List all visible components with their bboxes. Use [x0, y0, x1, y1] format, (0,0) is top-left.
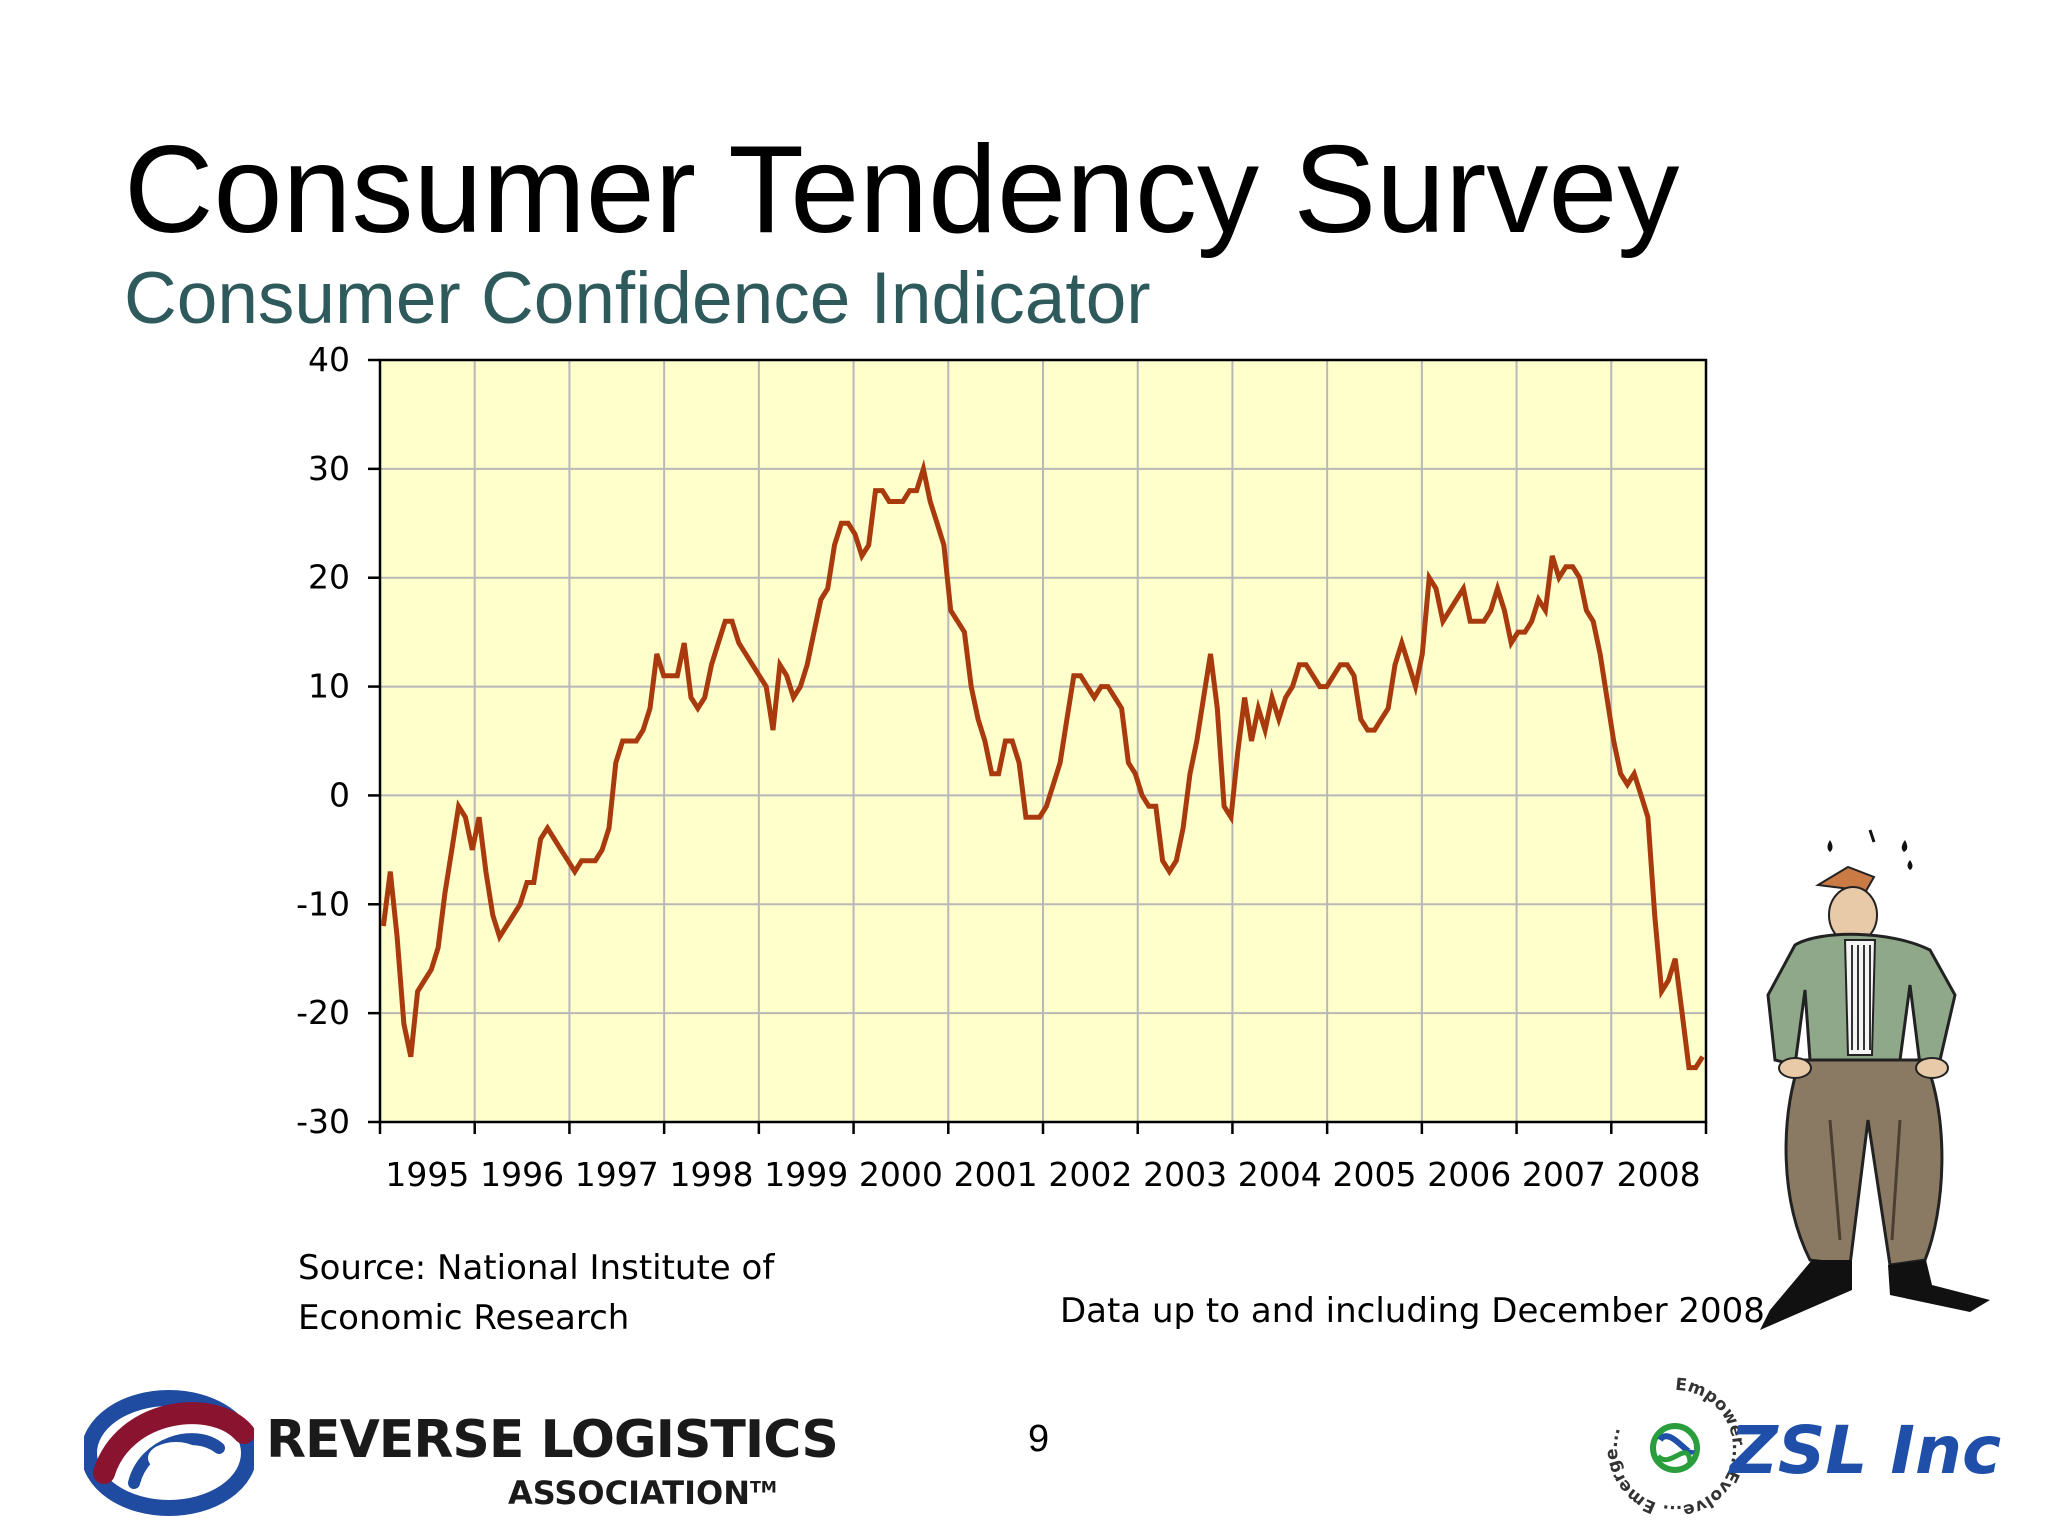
zsl-logo-ring: Empower... Evolve... Emerge...	[1602, 1375, 1748, 1521]
source-note: Source: National Institute of Economic R…	[298, 1243, 774, 1343]
x-tick-label: 2000	[859, 1155, 943, 1194]
y-tick-label: -20	[296, 993, 350, 1032]
data-coverage-note: Data up to and including December 2008	[1060, 1291, 1765, 1331]
x-tick-label: 2003	[1143, 1155, 1227, 1194]
x-tick-label: 2006	[1427, 1155, 1511, 1194]
y-tick-label: -30	[296, 1102, 350, 1141]
confidence-series-line	[380, 458, 1705, 1071]
y-axis: 40 30 20 10 0 -10 -20 -30	[296, 340, 380, 1141]
x-tick-label: 1995	[385, 1155, 469, 1194]
grid-lines	[380, 359, 1706, 1123]
page-number: 9	[1028, 1418, 1050, 1460]
y-tick-label: 0	[329, 775, 350, 814]
x-tick-label: 2004	[1238, 1155, 1322, 1194]
x-tick-label: 2007	[1522, 1155, 1606, 1194]
rla-association-text: ASSOCIATION	[508, 1474, 751, 1512]
rla-logo-name: REVERSE LOGISTICS	[266, 1410, 839, 1470]
rla-logo-swirl	[84, 1390, 254, 1516]
x-tick-label: 1997	[575, 1155, 659, 1194]
x-axis: 1995 1996 1997 1998 1999 2000 2001 2002 2003 2004…	[378, 1122, 1708, 1194]
x-tick-label: 2002	[1048, 1155, 1132, 1194]
rla-trademark: TM	[750, 1477, 777, 1497]
slide-subtitle: Consumer Confidence Indicator	[124, 258, 1151, 339]
source-line-1: Source: National Institute of	[298, 1248, 775, 1288]
source-line-2: Economic Research	[298, 1298, 630, 1338]
x-tick-label: 2001	[954, 1155, 1038, 1194]
worried-man-illustration	[1760, 829, 1990, 1330]
svg-text:Empower... Evolve... Emerge...: Empower... Evolve... Emerge...	[1602, 1375, 1748, 1521]
x-tick-label: 1996	[480, 1155, 564, 1194]
x-tick-label: 1999	[764, 1155, 848, 1194]
zsl-logo-name: ZSL Inc	[1730, 1412, 2002, 1489]
y-tick-label: -10	[296, 884, 350, 923]
slide-title: Consumer Tendency Survey	[124, 121, 1680, 259]
rla-logo-association: ASSOCIATIONTM	[508, 1474, 777, 1512]
y-tick-label: 30	[308, 449, 350, 488]
x-tick-label: 2008	[1617, 1155, 1701, 1194]
x-tick-label: 1998	[670, 1155, 754, 1194]
zsl-ring-text: Empower... Evolve... Emerge...	[1602, 1375, 1748, 1521]
y-tick-label: 20	[308, 558, 350, 597]
y-tick-label: 10	[308, 667, 350, 706]
x-tick-label: 2005	[1333, 1155, 1417, 1194]
y-tick-label: 40	[308, 340, 350, 379]
